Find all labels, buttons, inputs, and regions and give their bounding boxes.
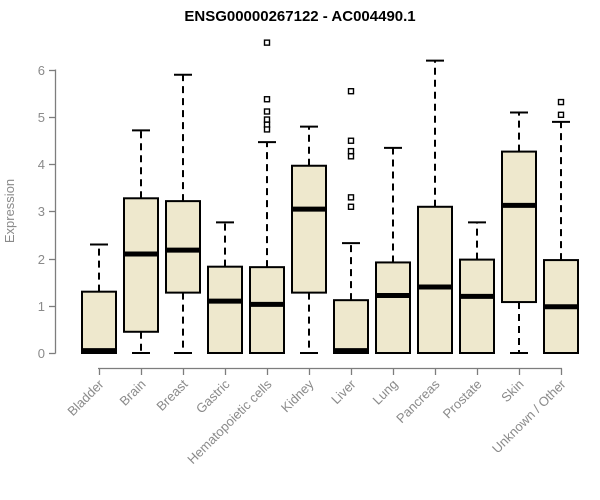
y-tick-label: 6 <box>38 63 45 78</box>
iqr-box <box>375 261 411 354</box>
outlier-point <box>263 39 271 46</box>
iqr-box <box>165 200 201 294</box>
boxplot-skin <box>501 111 537 354</box>
iqr-box <box>81 290 117 354</box>
outlier-point <box>263 96 271 103</box>
boxplot-hematopoietic-cells <box>249 39 285 355</box>
chart-title: ENSG00000267122 - AC004490.1 <box>184 8 415 25</box>
y-tick-label: 2 <box>38 252 45 267</box>
boxplot-series <box>81 39 579 355</box>
x-category-label: Liver <box>328 376 359 407</box>
y-tick-label: 4 <box>38 157 45 172</box>
y-tick-label: 3 <box>38 204 45 219</box>
x-category-label: Bladder <box>64 376 107 419</box>
y-tick-label: 0 <box>38 346 45 361</box>
iqr-box <box>207 265 243 354</box>
outlier-point <box>347 137 355 144</box>
outlier-point <box>263 116 271 123</box>
outlier-point <box>557 98 565 106</box>
iqr-box <box>123 197 159 333</box>
boxplot-bladder <box>81 243 117 354</box>
iqr-box <box>459 258 495 355</box>
boxplot-kidney <box>291 125 327 354</box>
y-tick-label: 5 <box>38 110 45 125</box>
x-category-label: Unknown / Other <box>489 376 569 456</box>
x-category-label: Prostate <box>440 377 485 422</box>
x-category-label: Skin <box>498 377 526 405</box>
boxplot-lung <box>375 146 411 354</box>
outlier-point <box>263 126 271 133</box>
boxplot-brain <box>123 129 159 354</box>
iqr-box <box>417 205 453 354</box>
boxplot-breast <box>165 73 201 354</box>
outlier-point <box>347 147 355 155</box>
x-category-label: Brain <box>117 377 149 409</box>
boxplot-prostate <box>459 221 495 355</box>
iqr-box <box>291 164 327 294</box>
outlier-point <box>347 203 355 210</box>
outlier-point <box>347 153 355 160</box>
x-category-label: Kidney <box>278 376 317 415</box>
iqr-box <box>333 299 369 355</box>
iqr-box <box>249 266 285 355</box>
outlier-point <box>263 108 271 115</box>
y-axis-title: Expression <box>2 179 17 243</box>
x-category-label: Pancreas <box>393 376 443 426</box>
boxplot-liver <box>333 88 369 355</box>
boxplot-gastric <box>207 221 243 354</box>
x-category-label: Gastric <box>193 376 233 416</box>
y-tick-label: 1 <box>38 299 45 314</box>
x-category-label: Breast <box>153 376 190 413</box>
iqr-box <box>501 150 537 304</box>
x-category-label: Lung <box>370 377 401 408</box>
boxplot-unknown-other <box>543 98 579 355</box>
outlier-point <box>347 88 355 95</box>
outlier-point <box>347 194 355 201</box>
outlier-point <box>557 111 565 119</box>
y-axis: 0 1 2 3 4 5 6 <box>38 63 57 361</box>
boxplot-pancreas <box>417 59 453 354</box>
